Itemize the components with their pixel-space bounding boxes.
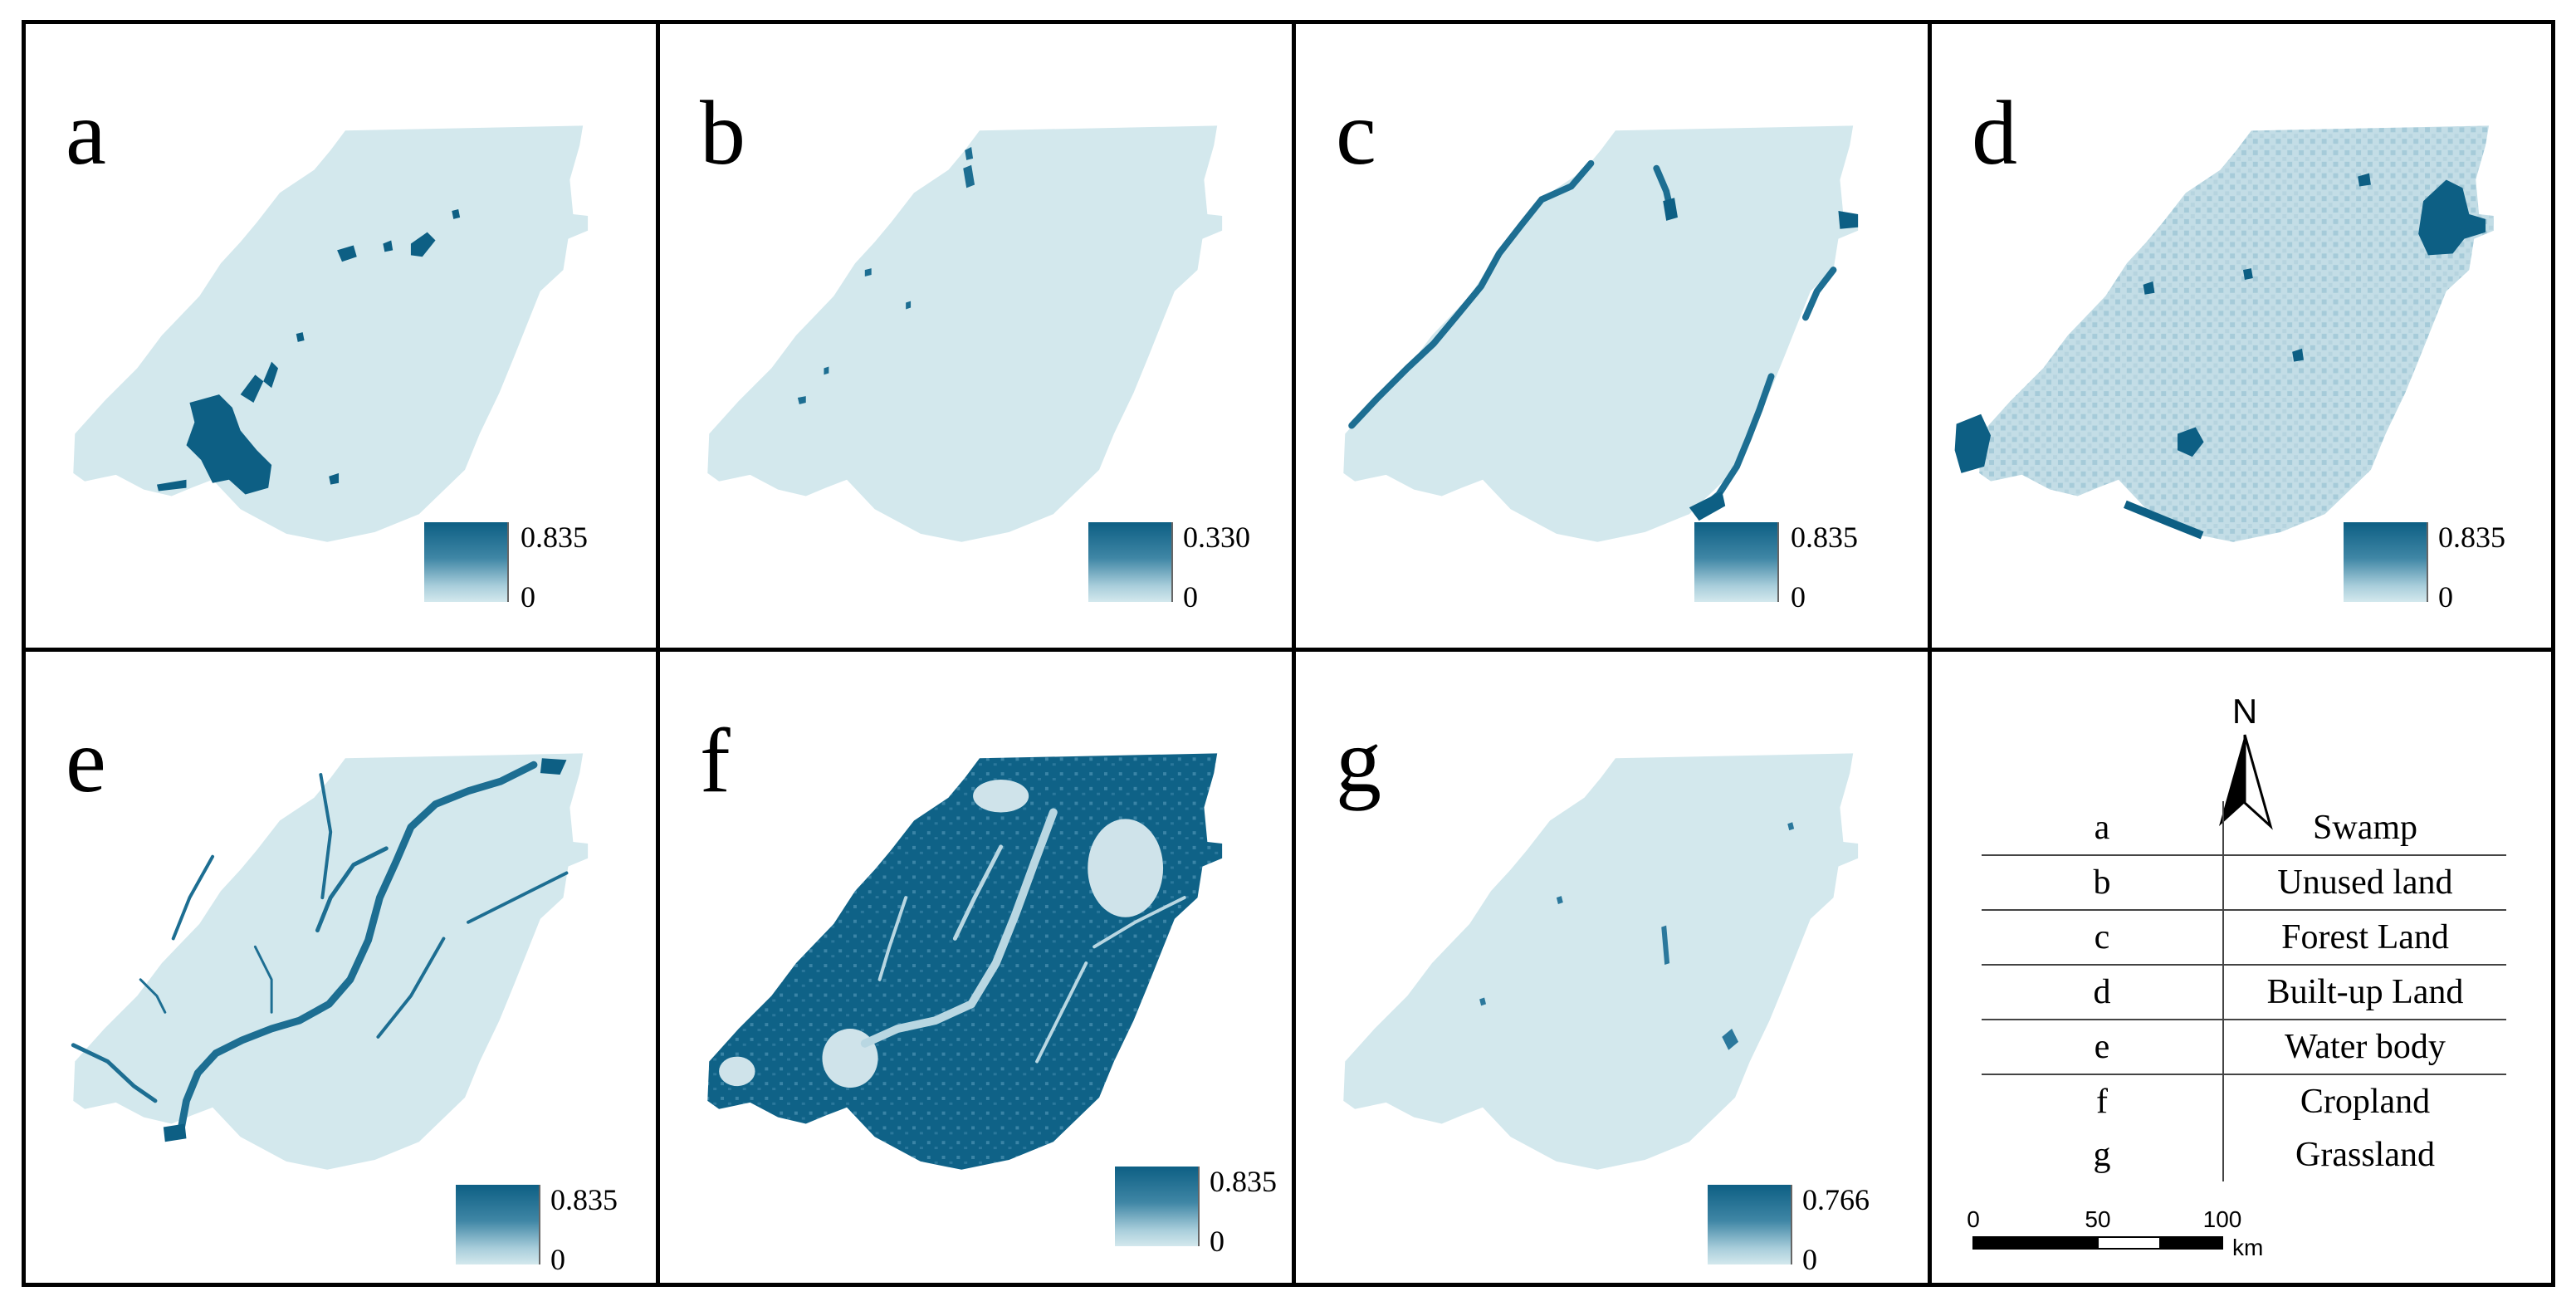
- legend-code: g: [2093, 1136, 2111, 1174]
- ramp-tick: [2427, 522, 2428, 602]
- panel-letter: a: [66, 82, 106, 183]
- legend-panel: N a Swamp b Unused land c Forest Land d …: [1928, 648, 2555, 1287]
- legend-row: e Water body: [1982, 1020, 2506, 1075]
- legend-row: g Grassland: [1982, 1128, 2506, 1181]
- ramp-min-label: 0: [1802, 1243, 1817, 1276]
- panel-c-forest-land: c 0.835 0: [1292, 20, 1936, 656]
- ramp-min-label: 0: [1791, 580, 1806, 614]
- panel-letter: d: [1972, 82, 2017, 183]
- ramp-max-label: 0.330: [1183, 521, 1250, 554]
- legend-row: b Unused land: [1982, 855, 2506, 911]
- panel-letter: e: [66, 710, 106, 811]
- ramp-tick: [1791, 1185, 1792, 1264]
- panel-letter: b: [700, 82, 745, 183]
- ramp-min-label: 0: [2438, 580, 2453, 614]
- legend-color-ramp: [456, 1185, 539, 1264]
- ramp-max-label: 0.766: [1802, 1183, 1870, 1216]
- ramp-tick: [507, 522, 509, 602]
- legend-name: Built-up Land: [2222, 965, 2506, 1020]
- panel-a-swamp: a 0.835 0: [22, 20, 664, 656]
- legend-code: b: [1982, 855, 2223, 911]
- panel-letter: c: [1336, 82, 1376, 183]
- scale-label-0: 0: [1967, 1206, 1980, 1232]
- panel-f-cropland: f 0.835 0: [656, 648, 1300, 1287]
- ramp-min-label: 0: [1183, 580, 1198, 614]
- legend-code: e: [1982, 1020, 2223, 1075]
- ramp-min-label: 0: [521, 580, 535, 614]
- legend-color-ramp: [2344, 522, 2427, 602]
- legend-code: d: [1982, 965, 2223, 1020]
- scale-unit: km: [2232, 1235, 2263, 1260]
- ramp-min-label: 0: [550, 1243, 565, 1276]
- ramp-max-label: 0.835: [1791, 521, 1858, 554]
- scale-bar: 0 50 100 km: [1967, 1206, 2263, 1260]
- ramp-min-label: 0: [1210, 1225, 1224, 1258]
- ramp-tick: [539, 1185, 540, 1264]
- legend-name: Swamp: [2222, 801, 2506, 856]
- legend-name: Grassland: [2222, 1128, 2506, 1181]
- legend-color-ramp: [424, 522, 507, 602]
- legend-row: f Cropland: [1982, 1074, 2506, 1128]
- north-label: N: [2232, 692, 2257, 731]
- ramp-tick: [1777, 522, 1779, 602]
- ramp-max-label: 0.835: [2438, 521, 2505, 554]
- legend-row: c Forest Land: [1982, 910, 2506, 966]
- legend-color-ramp: [1115, 1167, 1198, 1246]
- legend-name: Water body: [2222, 1020, 2506, 1075]
- legend-code: c: [1982, 910, 2223, 966]
- panel-b-unused-land: b 0.330 0: [656, 20, 1300, 656]
- legend-name: Forest Land: [2222, 910, 2506, 966]
- ramp-max-label: 0.835: [1210, 1165, 1277, 1198]
- probability-map-water-body: [71, 753, 589, 1170]
- probability-map-swamp: [73, 125, 589, 542]
- panel-d-built-up-land: d 0.835 0: [1928, 20, 2555, 656]
- ramp-tick: [1198, 1167, 1200, 1246]
- legend-row: d Built-up Land: [1982, 965, 2506, 1020]
- probability-map-built-up-land: [1954, 125, 2494, 542]
- legend-color-ramp: [1708, 1185, 1791, 1264]
- ramp-tick: [1171, 522, 1173, 602]
- probability-map-unused-land: [707, 125, 1223, 542]
- legend-row: a Swamp: [1982, 801, 2506, 856]
- ramp-max-label: 0.835: [550, 1183, 618, 1216]
- legend-name: Cropland: [2222, 1074, 2506, 1128]
- probability-map-forest-land: [1343, 125, 1859, 542]
- scale-label-50: 50: [2085, 1206, 2110, 1232]
- probability-map-cropland: [707, 753, 1223, 1170]
- probability-map-grassland: [1343, 753, 1859, 1170]
- panel-g-grassland: g 0.766 0: [1292, 648, 1936, 1287]
- scale-label-100: 100: [2203, 1206, 2242, 1232]
- legend-name: Unused land: [2222, 855, 2506, 911]
- legend-color-ramp: [1088, 522, 1171, 602]
- panel-letter: f: [700, 710, 731, 811]
- legend-color-ramp: [1694, 522, 1777, 602]
- legend-code: a: [1982, 801, 2223, 856]
- panel-letter: g: [1336, 710, 1381, 811]
- legend-code: f: [2096, 1083, 2108, 1121]
- land-use-legend-table: a Swamp b Unused land c Forest Land d Bu…: [1982, 801, 2506, 1181]
- panel-e-water-body: e 0.835 0: [22, 648, 664, 1287]
- ramp-max-label: 0.835: [521, 521, 588, 554]
